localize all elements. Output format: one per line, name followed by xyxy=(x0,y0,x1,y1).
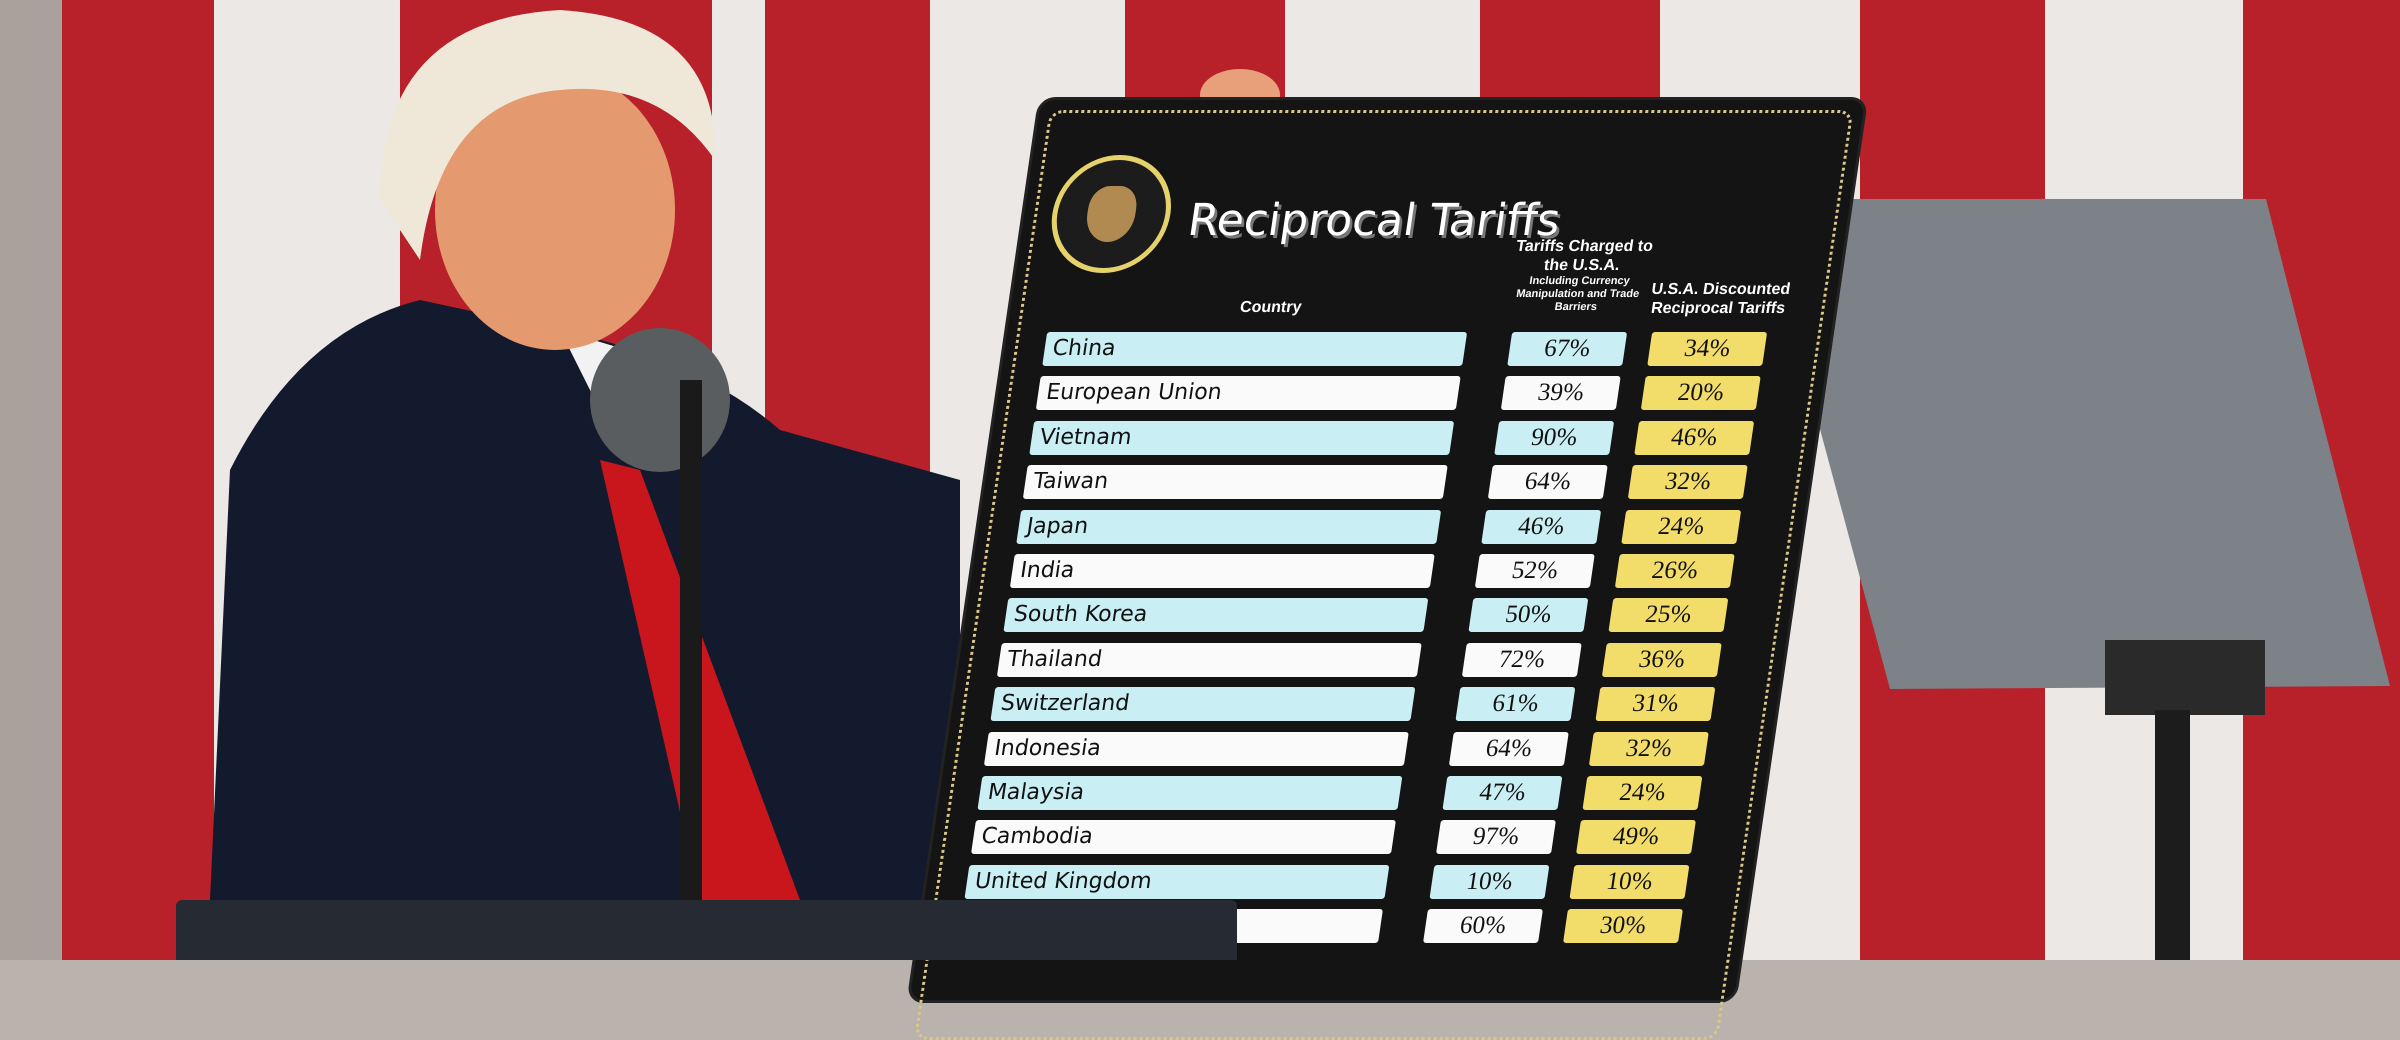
table-row: Switzerland 61% 31% xyxy=(950,687,1779,723)
charged-cell: 67% xyxy=(1507,332,1628,366)
reciprocal-tariffs-board: Reciprocal Tariffs Country Tariffs Charg… xyxy=(909,100,1865,1040)
table-row: Indonesia 64% 32% xyxy=(944,731,1773,768)
reciprocal-cell: 30% xyxy=(1562,909,1683,944)
reciprocal-cell: 26% xyxy=(1614,554,1735,588)
board-title: Reciprocal Tariffs xyxy=(1184,195,1564,246)
table-row: United Kingdom 10% 10% xyxy=(924,864,1753,901)
country-cell: South Korea xyxy=(1003,598,1429,633)
country-cell: China xyxy=(1042,332,1468,366)
reciprocal-cell: 25% xyxy=(1608,598,1729,633)
reciprocal-cell: 32% xyxy=(1627,465,1748,500)
charged-cell: 61% xyxy=(1455,687,1576,722)
table-row: Cambodia 97% 49% xyxy=(931,820,1760,856)
podium xyxy=(176,900,1237,960)
country-cell: Switzerland xyxy=(990,687,1416,722)
reciprocal-cell: 31% xyxy=(1595,687,1716,722)
charged-cell: 46% xyxy=(1481,509,1602,544)
reciprocal-cell: 32% xyxy=(1588,731,1709,766)
microphone xyxy=(590,328,730,900)
table-row: South Korea 50% 25% xyxy=(963,598,1792,634)
reciprocal-cell: 34% xyxy=(1647,332,1768,366)
reciprocal-cell: 10% xyxy=(1569,864,1690,899)
charged-cell: 90% xyxy=(1494,420,1615,455)
table-row: Thailand 72% 36% xyxy=(957,642,1786,679)
table-row: European Union 39% 20% xyxy=(995,376,1824,412)
teleprompter xyxy=(1758,199,2390,960)
charged-cell: 64% xyxy=(1448,731,1569,766)
charged-cell: 10% xyxy=(1429,864,1550,899)
reciprocal-cell: 24% xyxy=(1621,509,1742,544)
reciprocal-cell: 49% xyxy=(1575,820,1696,855)
charged-cell: 64% xyxy=(1487,465,1608,500)
table-row: Taiwan 64% 32% xyxy=(982,465,1811,501)
country-cell: Japan xyxy=(1016,509,1442,544)
country-cell: India xyxy=(1009,554,1435,588)
header-charged-label: Tariffs Charged to the U.S.A. xyxy=(1515,238,1655,274)
country-cell: European Union xyxy=(1035,376,1461,411)
header-discounted: U.S.A. Discounted Reciprocal Tariffs xyxy=(1649,281,1792,317)
country-cell: Thailand xyxy=(996,642,1422,677)
country-cell: Vietnam xyxy=(1029,420,1455,455)
reciprocal-cell: 46% xyxy=(1634,420,1755,455)
charged-cell: 50% xyxy=(1468,598,1589,633)
table-row: Japan 46% 24% xyxy=(976,509,1805,546)
charged-cell: 52% xyxy=(1474,554,1595,588)
charged-cell: 60% xyxy=(1422,909,1543,944)
country-cell: Indonesia xyxy=(983,731,1409,766)
charged-cell: 97% xyxy=(1435,820,1556,855)
table-row: China 67% 34% xyxy=(1002,332,1831,368)
table-row: Vietnam 90% 46% xyxy=(989,420,1818,457)
reciprocal-cell: 36% xyxy=(1601,642,1722,677)
charged-cell: 39% xyxy=(1500,376,1621,411)
charged-cell: 72% xyxy=(1461,642,1582,677)
reciprocal-cell: 20% xyxy=(1640,376,1761,411)
header-charged: Tariffs Charged to the U.S.A. Including … xyxy=(1500,237,1661,314)
table-row: India 52% 26% xyxy=(970,554,1799,590)
charged-cell: 47% xyxy=(1442,776,1563,810)
country-cell: Malaysia xyxy=(977,776,1403,810)
country-cell: Taiwan xyxy=(1022,465,1448,500)
header-country: Country xyxy=(1238,299,1303,316)
reciprocal-cell: 24% xyxy=(1582,776,1703,810)
table-row: Malaysia 47% 24% xyxy=(937,776,1766,812)
header-charged-note: Including Currency Manipulation and Trad… xyxy=(1515,275,1640,313)
country-cell: United Kingdom xyxy=(964,864,1390,899)
country-cell: Cambodia xyxy=(970,820,1396,855)
